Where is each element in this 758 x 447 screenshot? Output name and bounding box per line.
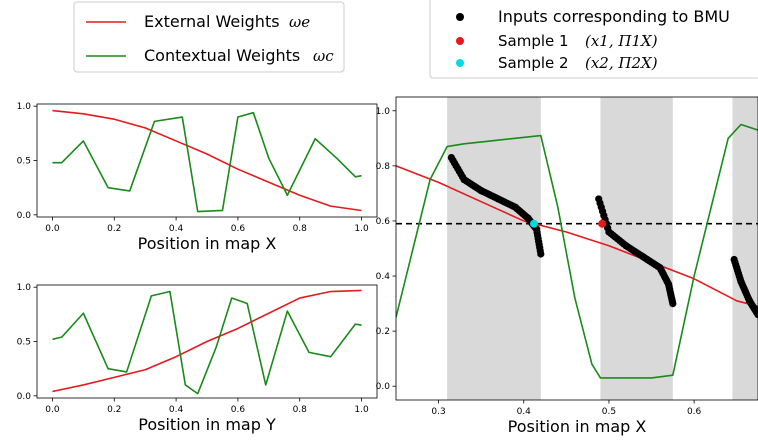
shaded-band bbox=[732, 97, 758, 400]
x-tick-label: 0.4 bbox=[169, 224, 184, 234]
y-tick-label: 0.0 bbox=[17, 392, 32, 402]
series-external-line bbox=[52, 109, 362, 212]
legend-bmu-label: Inputs corresponding to BMU bbox=[498, 7, 730, 26]
legend-sample1-math: (x1, Π1X) bbox=[585, 32, 658, 50]
legend-contextual-label: Contextual Weights bbox=[144, 46, 300, 65]
x-tick-label: 1.0 bbox=[354, 405, 369, 415]
series-contextual-line bbox=[52, 290, 362, 395]
x-tick-label: 0.8 bbox=[293, 224, 308, 234]
x-axis-label: Position in map X bbox=[508, 417, 647, 436]
y-tick-label: 1.0 bbox=[17, 102, 32, 112]
x-tick-label: 0.6 bbox=[231, 224, 246, 234]
series-external-line bbox=[52, 289, 362, 393]
plot-frame bbox=[36, 103, 378, 218]
y-tick-label: 0.5 bbox=[17, 338, 31, 348]
plot-frame bbox=[395, 96, 758, 401]
chart-map-x-zoom: 0.3 0.4 0.5 0.6 0.0 0.2 0.4 0.6 0.8 1.0 Position i… bbox=[376, 96, 758, 436]
legend-sample2-label: Sample 2 bbox=[498, 54, 569, 72]
x-tick-label: 0.5 bbox=[602, 407, 616, 417]
legend-sample2-math: (x2, Π2X) bbox=[585, 54, 658, 72]
x-tick-label: 1.0 bbox=[354, 224, 369, 234]
legend-contextual-math: ωc bbox=[313, 47, 334, 65]
x-tick-label: 0.0 bbox=[45, 405, 60, 415]
chart-map-y: 0.0 0.2 0.4 0.6 0.8 1.0 0.0 0.5 1.0 Position in m… bbox=[17, 283, 378, 434]
y-tick-label: 1.0 bbox=[376, 107, 391, 117]
y-tick-label: 0.2 bbox=[376, 327, 390, 337]
legend-left: External Weights ωe Contextual Weights ω… bbox=[73, 1, 345, 73]
x-tick-label: 0.0 bbox=[45, 224, 60, 234]
y-tick-label: 0.0 bbox=[17, 211, 32, 221]
y-tick-label: 1.0 bbox=[17, 283, 32, 293]
x-tick-label: 0.2 bbox=[107, 405, 121, 415]
y-tick-label: 0.8 bbox=[376, 162, 391, 172]
bmu-point bbox=[669, 299, 677, 308]
x-tick-label: 0.6 bbox=[231, 405, 246, 415]
bmu-point bbox=[754, 311, 758, 319]
legend-sample1-label: Sample 1 bbox=[498, 32, 569, 50]
sample1-point bbox=[598, 219, 607, 228]
x-tick-label: 0.8 bbox=[293, 405, 308, 415]
series-contextual-line bbox=[396, 123, 758, 379]
y-tick-label: 0.5 bbox=[17, 157, 31, 167]
x-axis-label: Position in map X bbox=[138, 234, 277, 253]
y-tick-label: 0.0 bbox=[376, 382, 391, 392]
sample2-point bbox=[529, 219, 538, 228]
series-contextual-line bbox=[52, 111, 362, 213]
y-tick-label: 0.4 bbox=[376, 272, 391, 282]
bmu-point bbox=[537, 250, 545, 258]
x-tick-label: 0.4 bbox=[169, 405, 184, 415]
chart-map-x: 0.0 0.2 0.4 0.6 0.8 1.0 0.0 0.5 1.0 Position in m… bbox=[17, 102, 378, 253]
legend-sample2-marker bbox=[456, 59, 464, 67]
legend-external-math: ωe bbox=[289, 13, 310, 31]
legend-bmu-marker bbox=[456, 13, 464, 21]
legend-external-label: External Weights bbox=[144, 12, 280, 31]
series-external-line bbox=[396, 165, 758, 308]
x-tick-label: 0.4 bbox=[517, 407, 532, 417]
x-tick-label: 0.3 bbox=[431, 407, 445, 417]
x-tick-label: 0.6 bbox=[687, 407, 702, 417]
legend-right: Inputs corresponding to BMU Sample 1 (x1… bbox=[429, 0, 758, 79]
x-axis-label: Position in map Y bbox=[138, 415, 276, 434]
legend-sample1-marker bbox=[456, 37, 464, 45]
y-tick-label: 0.6 bbox=[376, 217, 391, 227]
shaded-band bbox=[447, 97, 541, 400]
x-tick-label: 0.2 bbox=[107, 224, 121, 234]
